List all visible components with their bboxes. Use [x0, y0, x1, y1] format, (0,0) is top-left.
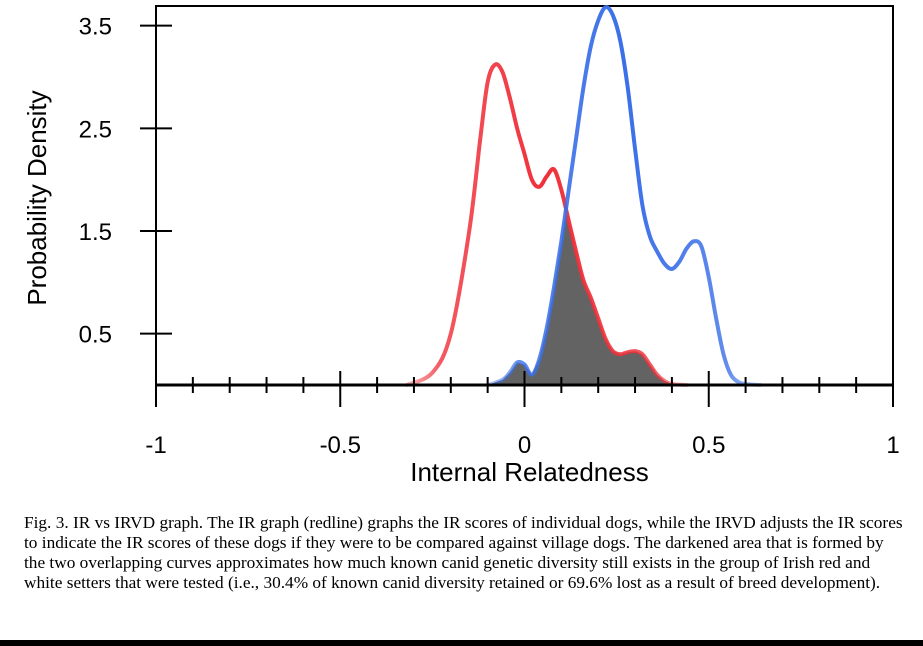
- bottom-rule: [0, 640, 923, 646]
- density-chart: -1 -0.5 0 0.5 1 0.5 1.5 2.5 3.5 Internal Related…: [22, 5, 900, 487]
- ir-density-line: [404, 62, 689, 387]
- x-tick-label: -1: [145, 432, 166, 459]
- y-axis-label: Probability Density: [22, 90, 52, 305]
- irvd-density-line: [485, 5, 763, 387]
- y-tick-label: 2.5: [79, 116, 112, 143]
- y-tick-label: 0.5: [79, 322, 112, 349]
- x-tick-label: 1: [886, 432, 899, 459]
- series-lines: [404, 5, 763, 387]
- axes: [140, 24, 894, 407]
- overlap-fill: [487, 213, 687, 385]
- y-tick-label: 3.5: [79, 14, 112, 41]
- plot-frame: [155, 5, 894, 386]
- x-axis-label: Internal Relatedness: [410, 457, 648, 487]
- x-tick-label: -0.5: [320, 432, 361, 459]
- tick-labels: -1 -0.5 0 0.5 1 0.5 1.5 2.5 3.5: [79, 14, 900, 459]
- plot-border: [155, 5, 894, 386]
- overlap-area: [487, 213, 687, 385]
- x-tick-label: 0: [518, 432, 531, 459]
- y-tick-label: 1.5: [79, 219, 112, 246]
- figure-caption: Fig. 3. IR vs IRVD graph. The IR graph (…: [24, 513, 903, 592]
- x-tick-label: 0.5: [692, 432, 725, 459]
